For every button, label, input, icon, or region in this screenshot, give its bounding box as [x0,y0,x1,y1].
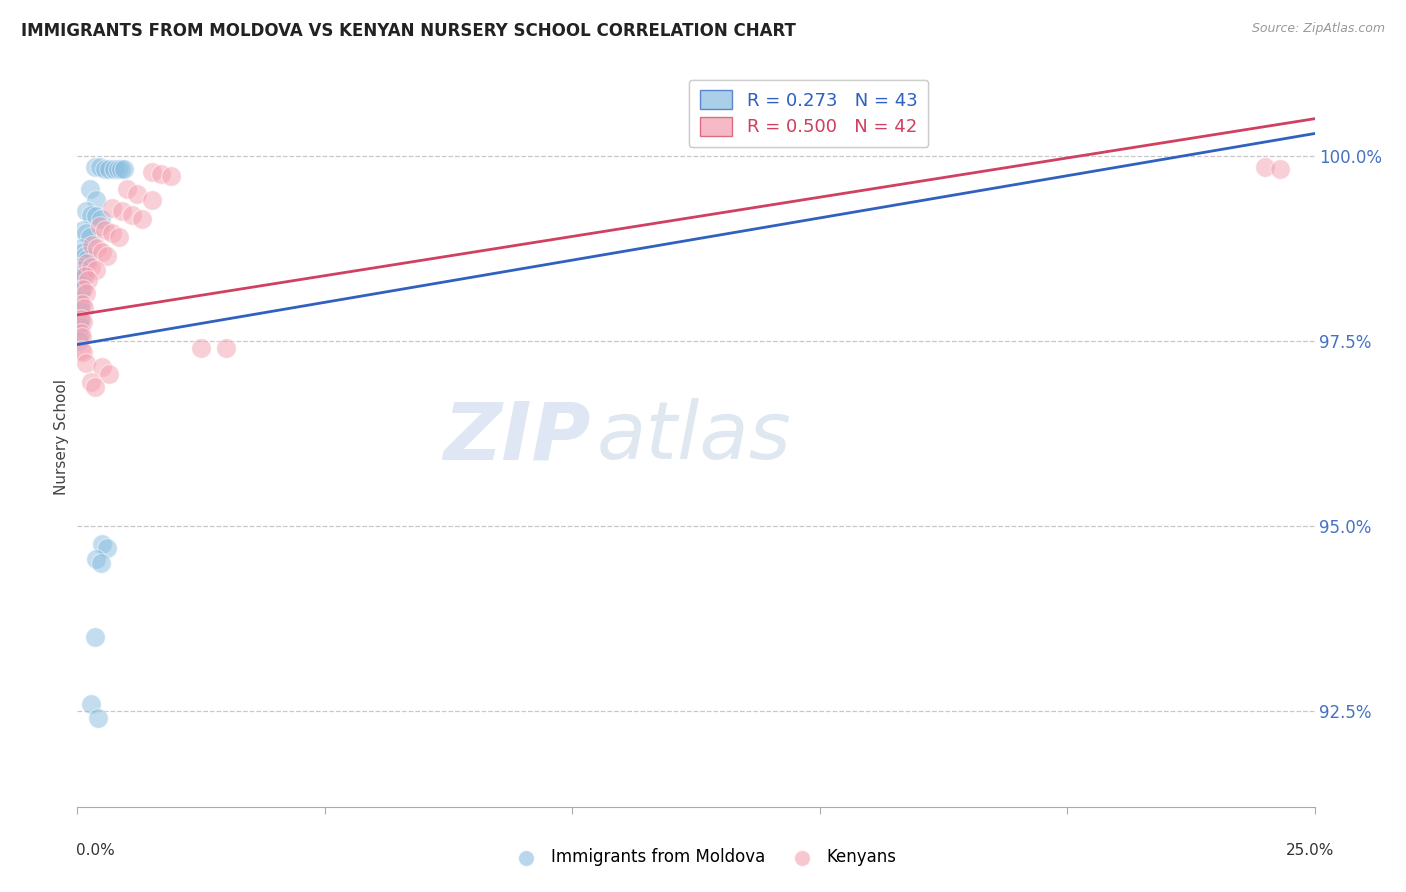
Point [73,268,96,283]
Point [67,293,90,307]
Point [72,282,94,296]
Point [67,311,90,326]
Point [190,341,212,355]
Point [75,227,97,241]
Point [96,541,118,556]
Point [80,208,103,222]
Text: ZIP: ZIP [443,398,591,476]
Point [215,341,238,355]
Point [82,237,104,252]
Point [72,345,94,359]
Point [87,711,110,725]
Text: IMMIGRANTS FROM MOLDOVA VS KENYAN NURSERY SCHOOL CORRELATION CHART: IMMIGRANTS FROM MOLDOVA VS KENYAN NURSER… [21,22,796,40]
Point [76,256,98,270]
Point [80,697,103,711]
Text: 0.0%: 0.0% [76,843,115,858]
Point [91,537,114,551]
Text: 25.0%: 25.0% [1286,843,1334,858]
Point [70,284,93,298]
Point [69,282,91,296]
Point [69,260,91,274]
Point [107,162,129,177]
Point [89,160,111,174]
Point [98,162,121,177]
Point [72,315,94,329]
Point [86,241,108,255]
Point [72,223,94,237]
Point [111,204,134,219]
Point [79,230,101,244]
Point [70,263,93,277]
Point [70,241,93,255]
Point [77,273,100,287]
Point [91,245,114,260]
Point [103,162,125,177]
Point [84,210,107,224]
Point [101,227,124,241]
Text: atlas: atlas [598,398,792,476]
Y-axis label: Nursery School: Nursery School [53,379,69,495]
Point [80,375,103,389]
Point [72,330,94,344]
Point [79,182,101,196]
Text: Source: ZipAtlas.com: Source: ZipAtlas.com [1251,22,1385,36]
Point [72,297,94,311]
Point [93,223,115,237]
Point [121,208,143,222]
Point [67,330,90,344]
Point [125,187,148,202]
Point [160,169,183,184]
Point [73,249,96,263]
Point [72,268,94,283]
Point [70,326,93,341]
Point [84,263,107,277]
Point [69,278,91,293]
Point [73,301,96,315]
Point [91,359,114,374]
Point [93,162,115,177]
Point [72,267,94,281]
Point [70,343,93,357]
Point [84,193,107,207]
Point [1254,160,1277,174]
Legend: R = 0.273   N = 43, R = 0.500   N = 42: R = 0.273 N = 43, R = 0.500 N = 42 [689,79,928,147]
Point [89,219,111,233]
Point [96,249,118,263]
Point [83,380,105,394]
Point [69,297,91,311]
Point [69,319,91,334]
Point [101,201,124,215]
Legend: Immigrants from Moldova, Kenyans: Immigrants from Moldova, Kenyans [502,842,904,873]
Point [110,162,132,177]
Point [98,367,121,381]
Point [112,162,135,177]
Point [131,211,153,226]
Point [84,552,107,566]
Point [150,167,173,181]
Point [1268,162,1291,177]
Point [75,285,97,300]
Point [141,193,163,207]
Point [115,182,138,196]
Point [75,204,97,219]
Point [70,311,93,326]
Point [80,260,103,274]
Point [108,230,131,244]
Point [83,630,105,644]
Point [141,165,163,179]
Point [76,252,98,267]
Point [75,356,97,370]
Point [90,556,112,570]
Point [69,315,91,329]
Point [90,211,112,226]
Point [67,334,90,348]
Point [69,301,91,315]
Point [83,160,105,174]
Point [72,245,94,260]
